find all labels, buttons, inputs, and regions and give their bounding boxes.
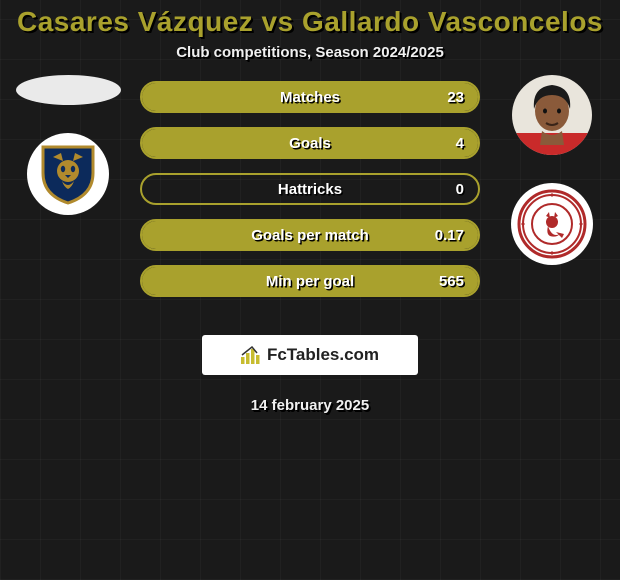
stat-bars: Matches23 Goals4 Hattricks0 Goals per match…: [140, 81, 480, 297]
brand-text: FcTables.com: [267, 345, 379, 365]
pumas-crest-icon: [39, 143, 97, 205]
player-right-crest: [511, 183, 593, 265]
player-left-avatar: [16, 75, 121, 105]
stat-bar: Matches23: [140, 81, 480, 113]
stat-bar-fill: [142, 267, 478, 295]
stat-bar-label: Hattricks: [142, 181, 478, 198]
page-title: Casares Vázquez vs Gallardo Vasconcelos: [0, 6, 620, 38]
stat-bar: Hattricks0: [140, 173, 480, 205]
player-left-column: [8, 75, 128, 215]
toluca-crest-icon: [516, 188, 588, 260]
stat-bar: Goals4: [140, 127, 480, 159]
stat-bar-fill: [142, 83, 478, 111]
stat-bar: Goals per match0.17: [140, 219, 480, 251]
brand-badge[interactable]: FcTables.com: [202, 335, 418, 375]
comparison-card: Casares Vázquez vs Gallardo Vasconcelos …: [0, 0, 620, 580]
page-subtitle: Club competitions, Season 2024/2025: [0, 44, 620, 61]
stat-bar-fill: [142, 129, 478, 157]
player-right-column: [492, 75, 612, 265]
brand-chart-icon: [241, 346, 261, 364]
player-right-avatar: [512, 75, 592, 155]
stat-bar-value: 0: [456, 181, 464, 198]
player-right-portrait-icon: [512, 75, 592, 155]
player-left-crest: [27, 133, 109, 215]
footer-date: 14 february 2025: [251, 397, 369, 414]
stat-bar-fill: [142, 221, 478, 249]
stat-bar: Min per goal565: [140, 265, 480, 297]
